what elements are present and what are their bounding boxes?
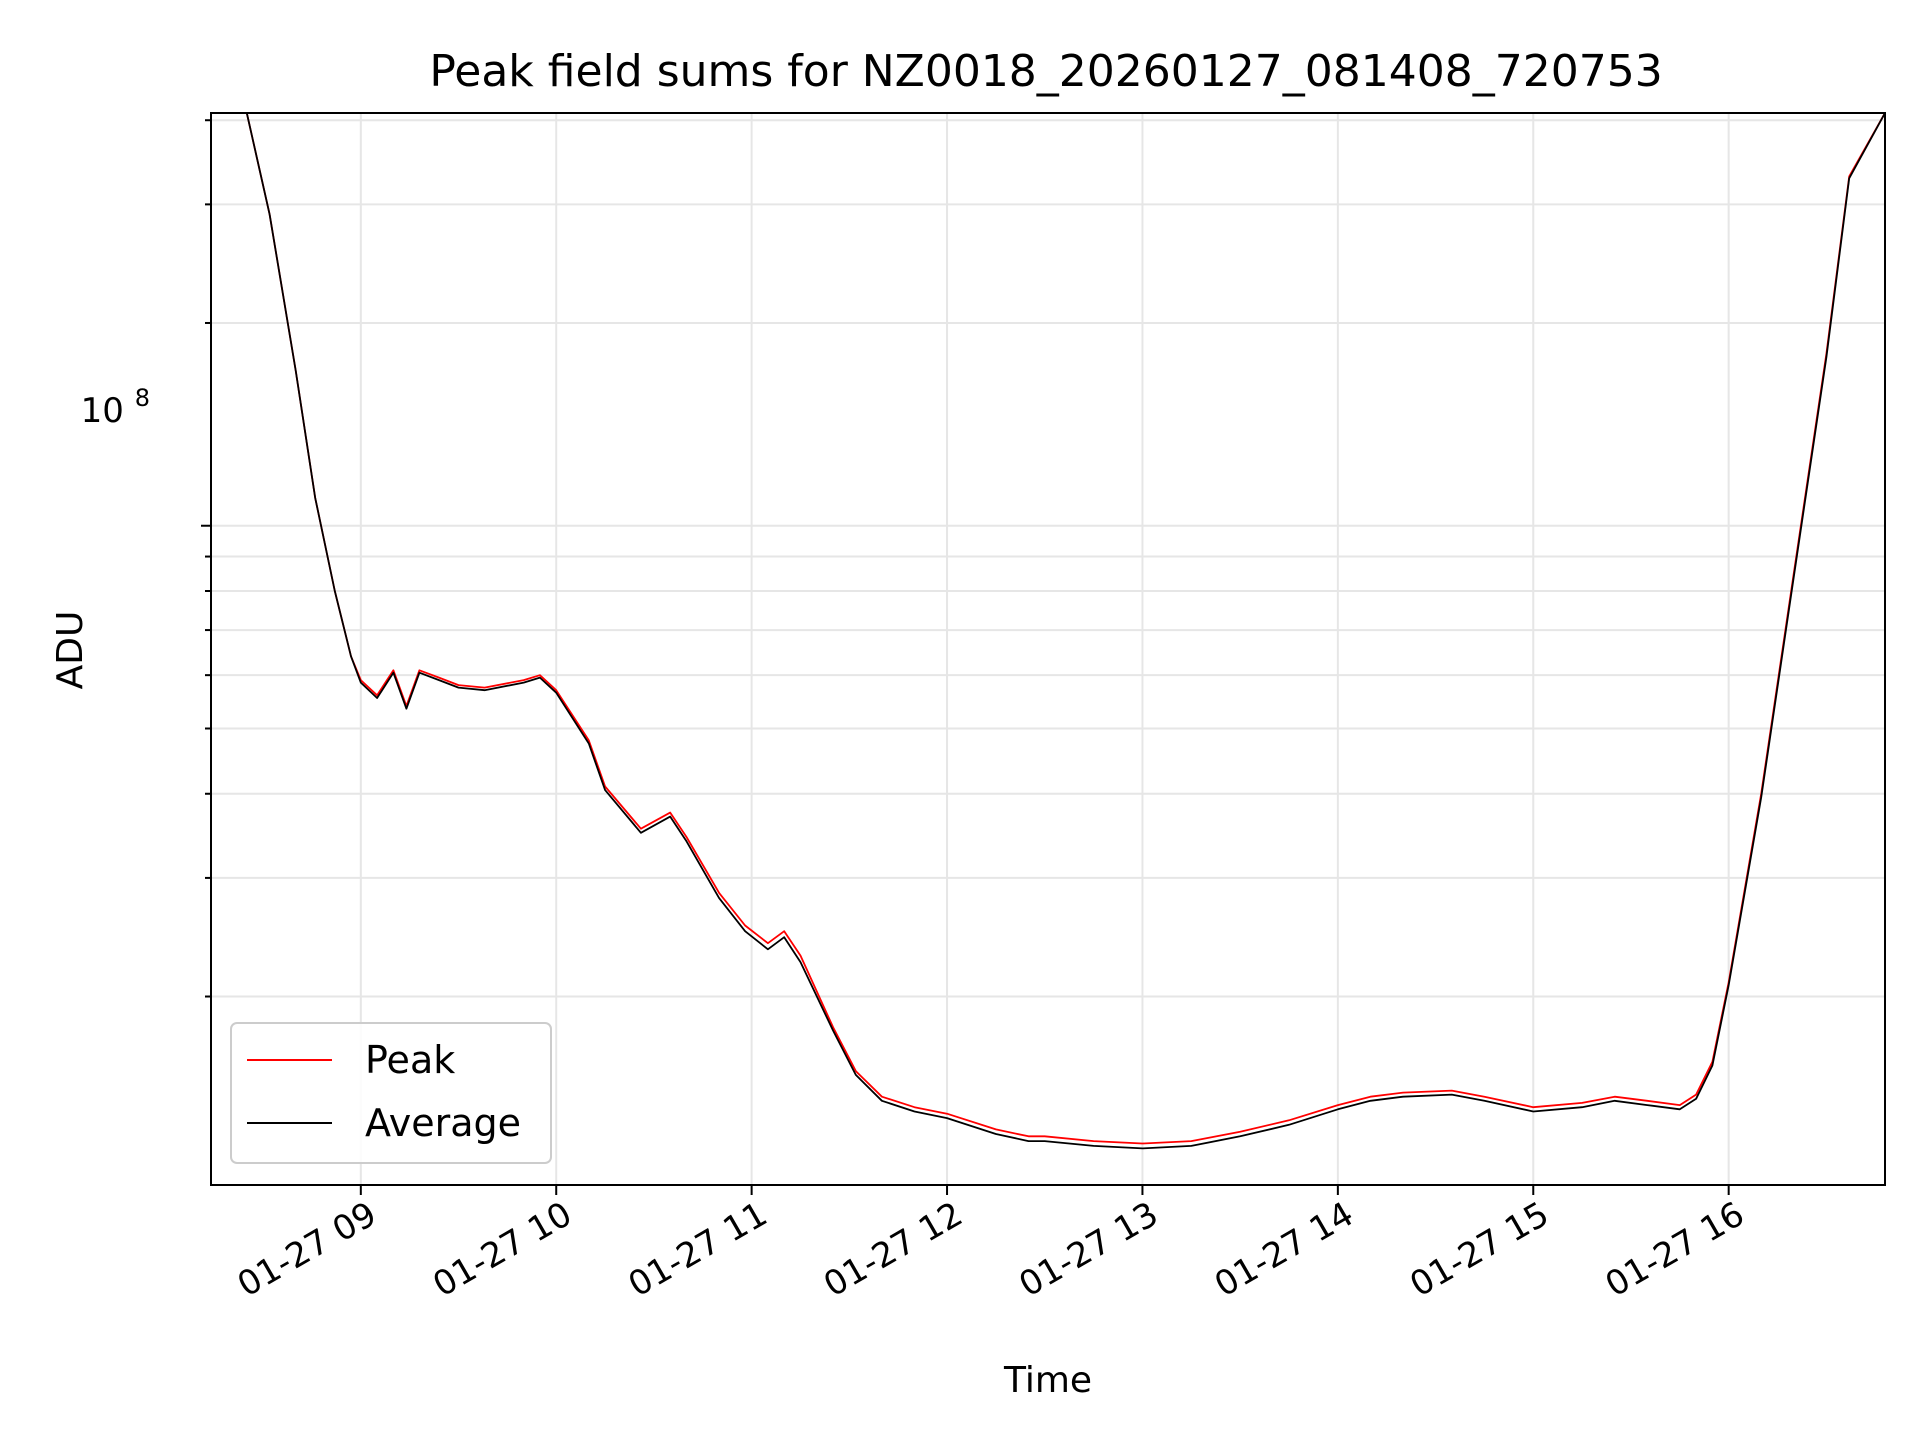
y-tick-exponent: 8	[135, 384, 150, 412]
series-layer	[211, 112, 1886, 1150]
grid-x	[359, 113, 1730, 1185]
grid	[211, 113, 1885, 1185]
chart-title: Peak field sums for NZ0018_20260127_0814…	[429, 46, 1662, 97]
series-line-average	[211, 112, 1886, 1150]
legend-peak-label: Peak	[365, 1038, 455, 1082]
grid-y	[211, 119, 1885, 998]
y-axis-title: ADU	[50, 611, 91, 690]
plot-frame	[210, 112, 1886, 1186]
x-axis-title: Time	[1003, 1360, 1092, 1401]
y-tick-label: 10 8	[81, 384, 150, 431]
y-ticks	[201, 119, 211, 998]
legend-average-label: Average	[365, 1101, 521, 1145]
legend: Peak Average	[230, 1022, 552, 1164]
legend-box	[230, 1022, 552, 1164]
y-tick-base: 10	[81, 391, 124, 431]
